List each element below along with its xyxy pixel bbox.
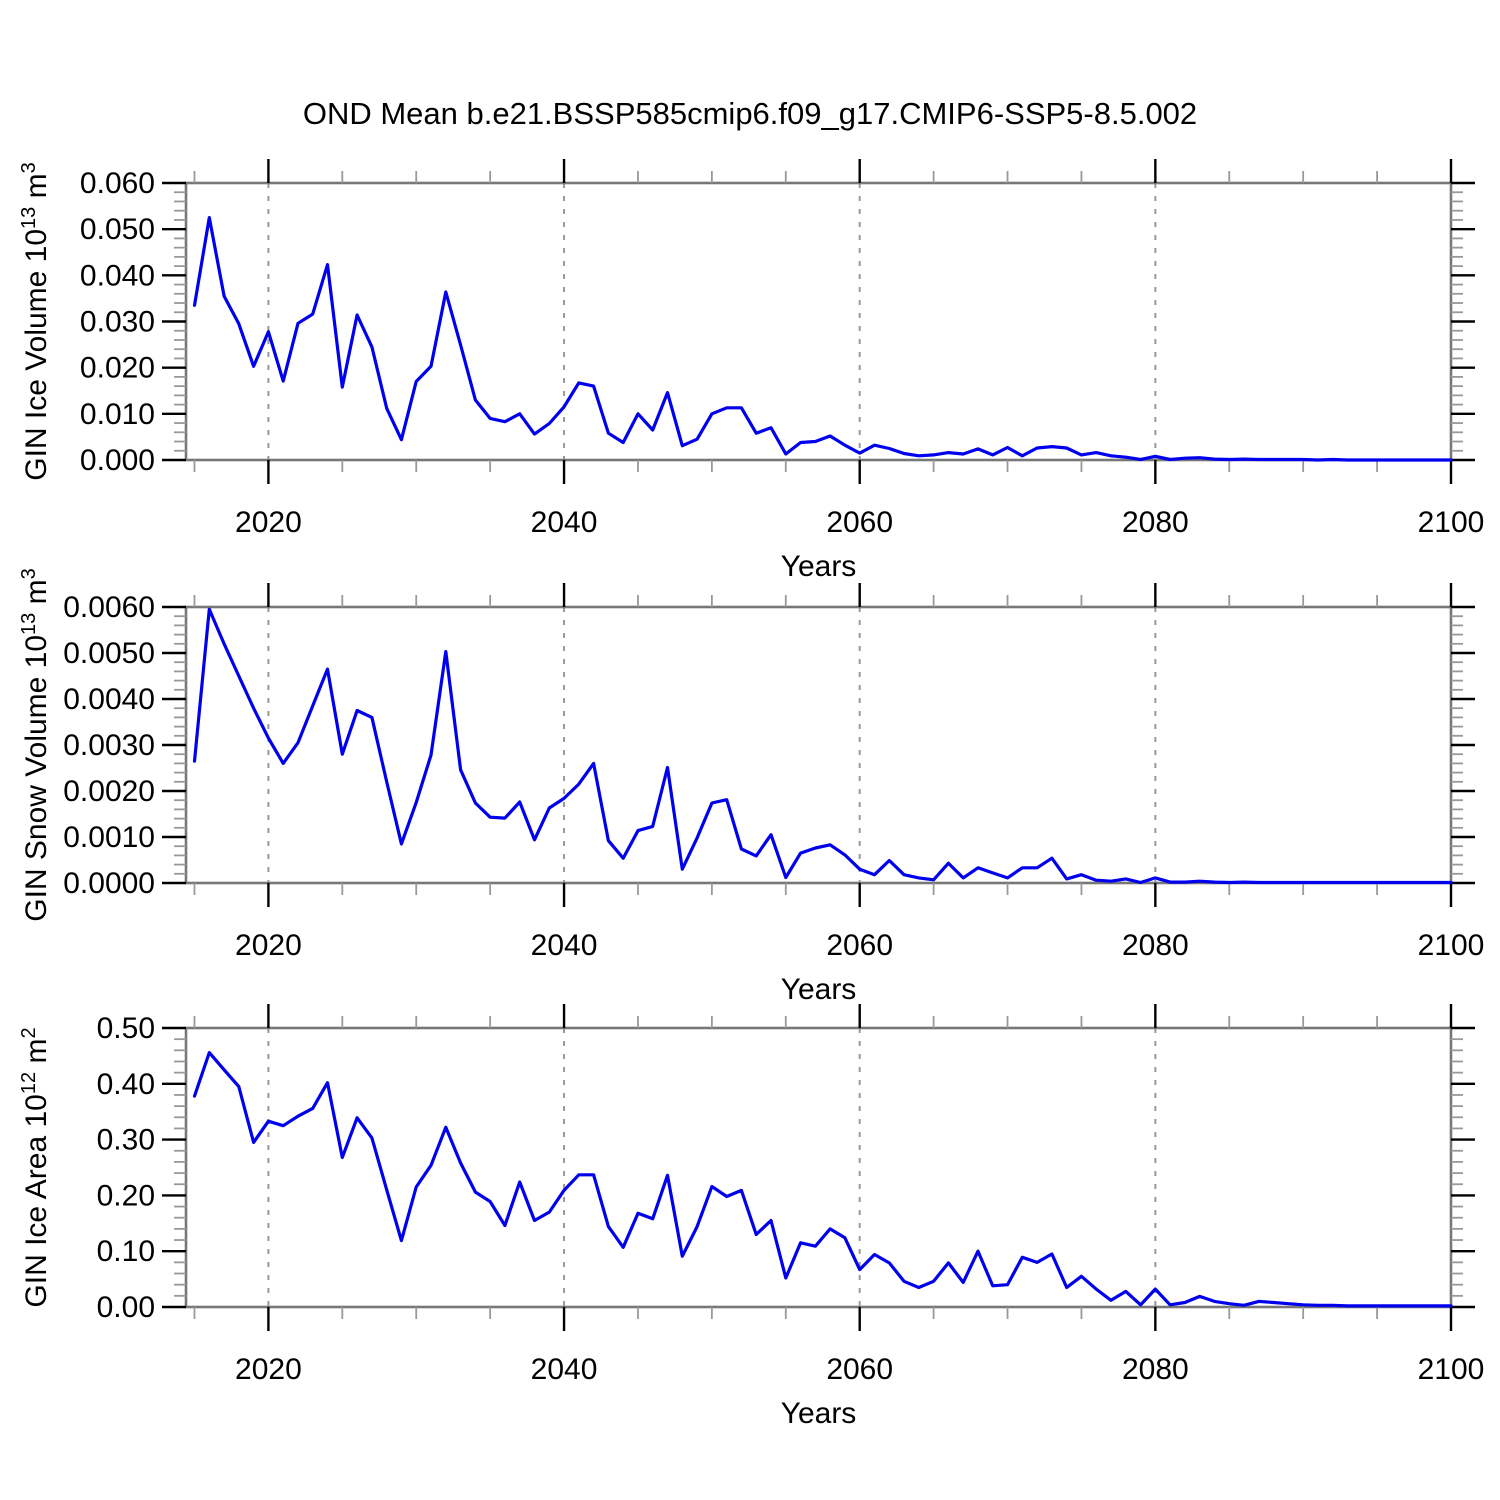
chart-title: OND Mean b.e21.BSSP585cmip6.f09_g17.CMIP… <box>302 96 1198 131</box>
y-axis-title: GIN Snow Volume 1013 m3 <box>18 568 53 922</box>
x-tick-label-2060: 2060 <box>826 1353 893 1386</box>
y-tick-label: 0.0030 <box>63 729 155 762</box>
data-line-gin-ice-volume <box>192 216 1453 462</box>
y-tick-label: 0.040 <box>80 259 155 292</box>
axis-box <box>184 181 1453 462</box>
y-tick-label: 0.0060 <box>63 591 155 624</box>
y-tick-label: 0.0050 <box>63 637 155 670</box>
y-tick-label: 0.0000 <box>63 867 155 900</box>
panel-gin-snow-volume: 2020 2040 2060 2080 2100 Years 0.0000 0.0010 0.0… <box>18 568 1484 1006</box>
x-axis-title: Years <box>781 973 857 1006</box>
x-tick-label-2100: 2100 <box>1418 1353 1485 1386</box>
x-tick-label-2100: 2100 <box>1418 929 1485 962</box>
y-tick-label: 0.010 <box>80 398 155 431</box>
data-line-gin-ice-area <box>192 1050 1453 1308</box>
x-axis-title: Years <box>781 1397 857 1430</box>
y-tick-label: 0.000 <box>80 444 155 477</box>
y-tick-label: 0.00 <box>97 1291 155 1324</box>
y-tick-label: 0.0010 <box>63 821 155 854</box>
y-tick-label: 0.40 <box>97 1068 155 1101</box>
x-tick-label-2040: 2040 <box>531 929 598 962</box>
x-tick-label-2040: 2040 <box>531 1353 598 1386</box>
y-axis-title: GIN Ice Area 1012 m2 <box>18 1027 53 1307</box>
x-tick-label-2060: 2060 <box>826 506 893 539</box>
x-tick-label-2020: 2020 <box>235 929 302 962</box>
y-tick-label: 0.030 <box>80 306 155 339</box>
panel-gin-ice-volume: 2020 2040 2060 2080 2100 Years 0.000 0.010 0.020… <box>18 159 1484 583</box>
panel-gin-ice-area: 2020 2040 2060 2080 2100 Years 0.00 0.10 0.20 0.3… <box>18 1004 1484 1430</box>
y-tick-label: 0.0040 <box>63 683 155 716</box>
x-tick-label-2080: 2080 <box>1122 1353 1189 1386</box>
y-tick-label: 0.050 <box>80 213 155 246</box>
data-line-gin-snow-volume <box>192 607 1453 885</box>
y-tick-label: 0.10 <box>97 1235 155 1268</box>
x-tick-label-2020: 2020 <box>235 1353 302 1386</box>
axis-box <box>184 605 1453 885</box>
y-tick-label: 0.0020 <box>63 775 155 808</box>
x-tick-label-2020: 2020 <box>235 506 302 539</box>
y-tick-label: 0.20 <box>97 1179 155 1212</box>
x-tick-label-2040: 2040 <box>531 506 598 539</box>
y-tick-label: 0.020 <box>80 352 155 385</box>
x-tick-label-2080: 2080 <box>1122 506 1189 539</box>
y-axis-title: GIN Ice Volume 1013 m3 <box>18 162 53 481</box>
x-tick-label-2100: 2100 <box>1418 506 1485 539</box>
y-tick-label: 0.50 <box>97 1012 155 1045</box>
x-axis-title: Years <box>781 550 857 583</box>
axis-box <box>184 1026 1453 1309</box>
x-tick-label-2060: 2060 <box>826 929 893 962</box>
y-tick-label: 0.060 <box>80 167 155 200</box>
y-tick-label: 0.30 <box>97 1124 155 1157</box>
x-tick-label-2080: 2080 <box>1122 929 1189 962</box>
